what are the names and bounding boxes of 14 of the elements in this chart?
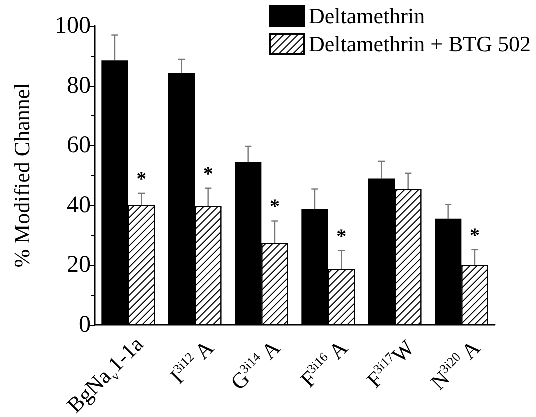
annotation: *: [136, 168, 147, 190]
y-axis-title: % Modified Channel: [10, 83, 34, 268]
y-tick-label: 60: [67, 132, 91, 159]
y-tick-label: 40: [67, 192, 91, 218]
y-tick-label: 80: [67, 72, 91, 99]
annotation: *: [470, 224, 480, 247]
annotation: *: [203, 163, 214, 186]
y-tick-label: 100: [55, 13, 91, 39]
y-tick-label: 20: [67, 252, 91, 278]
y-tick-label: 0: [79, 312, 91, 338]
legend-label: Deltamethrin + BTG 502: [309, 32, 532, 56]
annotation: *: [270, 196, 280, 218]
legend-label: Deltamethrin: [309, 4, 426, 28]
annotation: *: [336, 226, 347, 248]
